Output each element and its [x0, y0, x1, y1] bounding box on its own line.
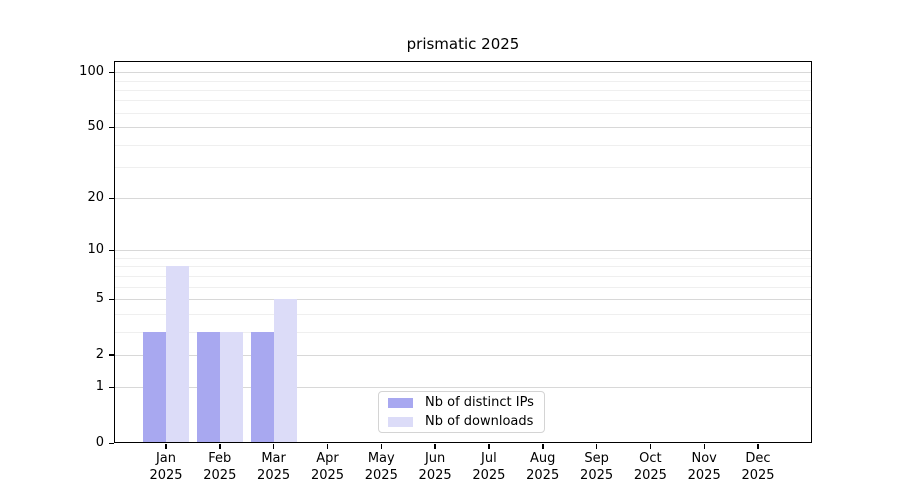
- x-tick-month: Sep: [584, 451, 609, 466]
- gridline-minor: [114, 331, 812, 333]
- x-tick-label: Feb 2025: [190, 450, 250, 484]
- x-tick-month: Jun: [424, 451, 446, 466]
- gridline-major: [114, 387, 812, 389]
- bar-downloads: [273, 299, 297, 443]
- y-tick-label: 50: [87, 119, 104, 134]
- y-tick-label: 100: [79, 64, 104, 80]
- x-tick-label: May 2025: [351, 450, 411, 484]
- y-tick-label: 0: [95, 435, 104, 450]
- bar-distinct-ips: [250, 331, 274, 443]
- x-tick-year: 2025: [203, 468, 237, 483]
- gridline-minor: [114, 112, 812, 114]
- legend-swatch-downloads: [388, 416, 413, 427]
- x-tick: [165, 444, 167, 449]
- x-tick-label: Apr 2025: [298, 450, 358, 484]
- x-tick-label: Aug 2025: [513, 450, 573, 484]
- gridline-major: [114, 354, 812, 356]
- gridline-minor: [114, 80, 812, 82]
- gridline-major: [114, 72, 812, 74]
- x-tick-month: Nov: [691, 451, 717, 466]
- x-tick-year: 2025: [633, 468, 667, 483]
- x-tick-month: Apr: [316, 451, 339, 466]
- x-tick-label: Nov 2025: [674, 450, 734, 484]
- x-tick-year: 2025: [472, 468, 506, 483]
- x-tick-month: Aug: [529, 451, 556, 466]
- legend-row-downloads: Nb of downloads: [388, 414, 544, 429]
- legend-label-distinct-ips: Nb of distinct IPs: [425, 395, 534, 410]
- gridline-major: [114, 198, 812, 200]
- legend-row-distinct-ips: Nb of distinct IPs: [388, 395, 544, 410]
- x-tick: [219, 444, 221, 449]
- gridline-minor: [114, 167, 812, 168]
- gridline-minor: [114, 144, 812, 146]
- x-tick-year: 2025: [149, 468, 183, 483]
- x-tick: [757, 444, 759, 449]
- y-tick: [109, 354, 114, 356]
- gridline-minor: [114, 286, 812, 288]
- x-tick-month: Mar: [261, 451, 286, 466]
- y-tick-label: 5: [95, 291, 104, 306]
- x-tick-label: Jan 2025: [136, 450, 196, 484]
- y-tick-label: 10: [87, 242, 104, 258]
- x-tick: [326, 444, 329, 449]
- chart-title: prismatic 2025: [406, 35, 520, 53]
- x-tick-year: 2025: [364, 468, 398, 483]
- x-tick-year: 2025: [418, 468, 452, 483]
- x-tick: [272, 444, 275, 449]
- x-tick-month: Jan: [155, 451, 177, 466]
- y-tick: [109, 197, 114, 200]
- x-tick: [434, 444, 436, 449]
- x-tick-month: Jul: [481, 451, 497, 466]
- gridline-major: [114, 299, 812, 300]
- x-tick-label: Oct 2025: [620, 450, 680, 484]
- x-tick: [542, 444, 544, 449]
- y-tick: [109, 71, 114, 74]
- y-tick-label: 1: [95, 379, 104, 395]
- x-tick-label: Dec 2025: [728, 450, 788, 484]
- legend-swatch-distinct-ips: [388, 397, 413, 408]
- x-tick-year: 2025: [687, 468, 721, 483]
- x-tick-label: Mar 2025: [244, 450, 304, 484]
- x-tick-year: 2025: [580, 468, 614, 483]
- gridline-minor: [114, 89, 812, 91]
- x-tick-label: Jul 2025: [459, 450, 519, 484]
- legend: Nb of distinct IPs Nb of downloads: [378, 391, 545, 433]
- x-tick: [595, 444, 598, 449]
- y-tick-label: 20: [87, 190, 104, 206]
- gridline-minor: [114, 100, 812, 102]
- gridline-minor: [114, 275, 812, 277]
- x-tick: [649, 444, 652, 449]
- bar-downloads: [166, 266, 189, 443]
- y-tick: [109, 386, 114, 389]
- x-tick-year: 2025: [526, 468, 560, 483]
- gridline-minor: [114, 313, 812, 315]
- y-tick: [109, 249, 114, 252]
- gridline-minor: [114, 266, 812, 268]
- x-tick-label: Jun 2025: [405, 450, 465, 484]
- x-tick: [488, 444, 490, 449]
- x-tick-month: Feb: [208, 451, 232, 466]
- x-tick-month: May: [367, 451, 395, 466]
- x-tick-year: 2025: [741, 468, 775, 483]
- gridline-major: [114, 127, 812, 128]
- plot-area: [114, 61, 812, 443]
- y-tick: [109, 126, 114, 128]
- x-tick-year: 2025: [310, 468, 345, 483]
- bar-distinct-ips: [196, 331, 220, 443]
- y-tick-label: 2: [95, 346, 104, 362]
- y-tick: [109, 298, 114, 300]
- bar-downloads: [219, 331, 243, 443]
- x-tick-month: Dec: [745, 451, 771, 466]
- x-tick-year: 2025: [257, 468, 291, 483]
- gridline-minor: [114, 258, 812, 259]
- x-tick: [380, 444, 382, 449]
- x-tick: [703, 444, 705, 449]
- legend-label-downloads: Nb of downloads: [425, 414, 534, 429]
- bar-distinct-ips: [143, 331, 166, 443]
- x-tick-month: Oct: [639, 451, 662, 466]
- x-tick-label: Sep 2025: [567, 450, 627, 484]
- gridline-major: [114, 250, 812, 252]
- y-tick: [109, 442, 114, 444]
